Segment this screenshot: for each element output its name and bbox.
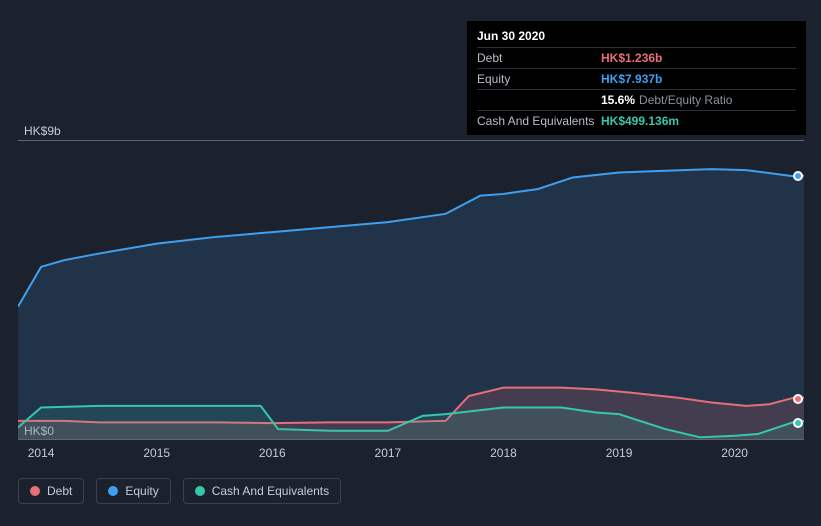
legend-label: Equity: [125, 484, 158, 498]
x-axis-label: 2017: [375, 446, 402, 460]
x-axis-label: 2019: [606, 446, 633, 460]
chart-root: Jun 30 2020 DebtHK$1.236bEquityHK$7.937b…: [0, 0, 821, 526]
tooltip-row-value: 15.6%Debt/Equity Ratio: [601, 93, 732, 107]
tooltip-row-value: HK$7.937b: [601, 72, 662, 86]
tooltip-row-label: Equity: [477, 72, 601, 86]
tooltip-row-label: Debt: [477, 51, 601, 65]
legend-swatch-icon: [195, 486, 205, 496]
end-marker-debt: [793, 394, 803, 404]
legend-label: Debt: [47, 484, 72, 498]
tooltip-row: DebtHK$1.236b: [477, 47, 796, 68]
legend: Debt Equity Cash And Equivalents: [18, 478, 341, 504]
tooltip-row-value: HK$499.136m: [601, 114, 679, 128]
tooltip-row: 15.6%Debt/Equity Ratio: [477, 89, 796, 110]
y-axis-label: HK$9b: [24, 124, 61, 138]
legend-label: Cash And Equivalents: [212, 484, 329, 498]
x-axis-label: 2016: [259, 446, 286, 460]
tooltip-row-value: HK$1.236b: [601, 51, 662, 65]
end-marker-equity: [793, 171, 803, 181]
tooltip-row: EquityHK$7.937b: [477, 68, 796, 89]
end-marker-cash-and-equivalents: [793, 418, 803, 428]
tooltip-row-sub: Debt/Equity Ratio: [639, 93, 732, 107]
legend-item-debt[interactable]: Debt: [18, 478, 84, 504]
x-axis-label: 2015: [143, 446, 170, 460]
x-axis-label: 2020: [721, 446, 748, 460]
tooltip-row-label: Cash And Equivalents: [477, 114, 601, 128]
x-axis-labels: 2014 2015 2016 2017 2018 2019 2020: [18, 446, 804, 464]
tooltip-row: Cash And EquivalentsHK$499.136m: [477, 110, 796, 131]
tooltip-box: Jun 30 2020 DebtHK$1.236bEquityHK$7.937b…: [467, 21, 806, 135]
tooltip-row-label: [477, 93, 601, 107]
legend-swatch-icon: [108, 486, 118, 496]
plot-area: [18, 140, 804, 440]
legend-swatch-icon: [30, 486, 40, 496]
tooltip-title: Jun 30 2020: [477, 27, 796, 47]
legend-item-cash-and-equivalents[interactable]: Cash And Equivalents: [183, 478, 341, 504]
x-axis-label: 2018: [490, 446, 517, 460]
legend-item-equity[interactable]: Equity: [96, 478, 170, 504]
x-axis-label: 2014: [28, 446, 55, 460]
